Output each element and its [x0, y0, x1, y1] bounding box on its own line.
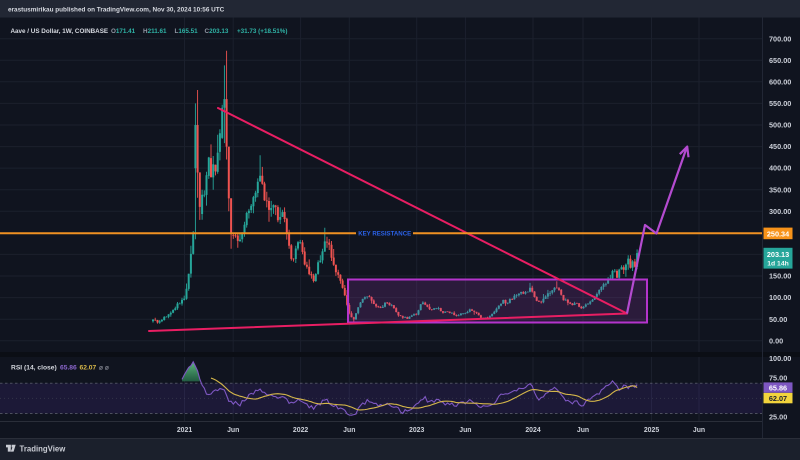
svg-text:700.00: 700.00: [769, 34, 791, 43]
svg-text:25.00: 25.00: [769, 413, 787, 422]
svg-text:KEY RESISTANCE: KEY RESISTANCE: [358, 231, 411, 238]
svg-text:erastusmirikau published on Tr: erastusmirikau published on TradingView.…: [8, 7, 225, 14]
svg-text:Jun: Jun: [227, 427, 239, 434]
svg-text:1d 14h: 1d 14h: [767, 260, 789, 267]
svg-text:62.07: 62.07: [769, 394, 787, 403]
svg-text:2025: 2025: [644, 427, 659, 434]
svg-text:450.00: 450.00: [769, 142, 791, 151]
svg-text:2021: 2021: [177, 427, 192, 434]
svg-text:400.00: 400.00: [769, 164, 791, 173]
svg-text:2022: 2022: [293, 427, 308, 434]
svg-text:350.00: 350.00: [769, 185, 791, 194]
svg-text:300.00: 300.00: [769, 207, 791, 216]
svg-text:0.00: 0.00: [769, 336, 783, 345]
svg-text:100.00: 100.00: [769, 354, 791, 363]
svg-text:Jun: Jun: [577, 427, 589, 434]
svg-text:2023: 2023: [409, 427, 424, 434]
svg-text:75.00: 75.00: [769, 374, 787, 383]
svg-text:2024: 2024: [525, 427, 540, 434]
svg-text:600.00: 600.00: [769, 77, 791, 86]
svg-text:Jun: Jun: [693, 427, 705, 434]
svg-text:550.00: 550.00: [769, 99, 791, 108]
svg-text:Aave / US Dollar, 1W, COINBASE: Aave / US Dollar, 1W, COINBASE O171.41 H21…: [11, 28, 288, 35]
svg-text:203.13: 203.13: [767, 250, 789, 259]
svg-text:50.00: 50.00: [769, 315, 787, 324]
svg-text:Jun: Jun: [343, 427, 355, 434]
svg-text:500.00: 500.00: [769, 121, 791, 130]
svg-text:100.00: 100.00: [769, 293, 791, 302]
svg-text:150.00: 150.00: [769, 272, 791, 281]
svg-text:650.00: 650.00: [769, 56, 791, 65]
svg-text:65.86: 65.86: [769, 383, 787, 392]
svg-text:250.34: 250.34: [767, 229, 790, 238]
svg-text:Jun: Jun: [459, 427, 471, 434]
svg-text:TradingView: TradingView: [20, 444, 67, 453]
